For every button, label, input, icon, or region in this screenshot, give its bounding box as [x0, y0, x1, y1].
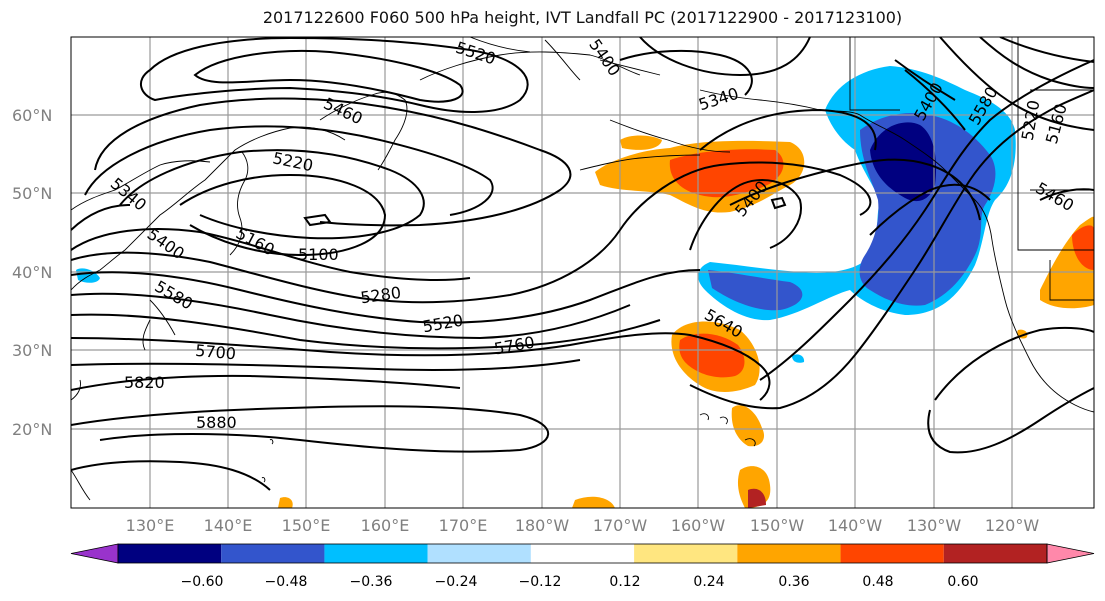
lon-tick-label: 130°W — [907, 516, 962, 535]
colorbar-segment — [634, 544, 738, 563]
lat-tick-label: 20°N — [12, 420, 52, 439]
colorbar-segment — [737, 544, 841, 563]
colorbar — [70, 543, 1095, 564]
contour-label: 5700 — [194, 341, 236, 363]
lon-tick-label: 170°W — [593, 516, 648, 535]
ivt-negative-shading — [76, 66, 1016, 363]
lon-tick-label: 130°E — [126, 516, 175, 535]
lat-tick-label: 60°N — [12, 106, 52, 125]
contour-label: 5820 — [124, 373, 165, 392]
ivt-positive-shading — [278, 135, 1094, 508]
contour-label: 5100 — [298, 245, 339, 264]
map-title: 2017122600 F060 500 hPa height, IVT Land… — [262, 8, 903, 27]
lon-tick-label: 170°E — [439, 516, 488, 535]
colorbar-segment — [427, 544, 531, 563]
lon-tick-label: 120°W — [985, 516, 1040, 535]
colorbar-extend-high — [1046, 543, 1095, 564]
lon-tick-label: 160°E — [361, 516, 410, 535]
lon-tick-label: 150°W — [750, 516, 805, 535]
coastlines — [71, 37, 1094, 501]
contour-label: 5880 — [196, 413, 237, 432]
colorbar-tick-label: −0.36 — [350, 574, 393, 590]
lon-tick-label: 160°W — [671, 516, 726, 535]
colorbar-tick-label: 0.36 — [778, 574, 809, 590]
colorbar-tick-label: −0.24 — [435, 574, 478, 590]
colorbar-tick-label: 0.60 — [947, 574, 978, 590]
height-contours — [71, 37, 1094, 491]
colorbar-tick-label: 0.24 — [693, 574, 724, 590]
lat-tick-label: 50°N — [12, 184, 52, 203]
lon-tick-label: 140°E — [204, 516, 253, 535]
colorbar-tick-label: −0.60 — [181, 574, 224, 590]
colorbar-segment — [221, 544, 325, 563]
colorbar-segment — [324, 544, 428, 563]
lat-tick-label: 30°N — [12, 341, 52, 360]
lon-tick-label: 150°E — [282, 516, 331, 535]
colorbar-tick-label: 0.12 — [609, 574, 640, 590]
colorbar-tick-label: −0.48 — [265, 574, 308, 590]
colorbar-tick-label: 0.48 — [862, 574, 893, 590]
lon-tick-label: 140°W — [828, 516, 883, 535]
colorbar-outline — [117, 543, 1048, 564]
colorbar-ticks: −0.60 −0.48 −0.36 −0.24 −0.12 0.12 0.24 … — [181, 574, 979, 590]
colorbar-segment — [840, 544, 944, 563]
latitude-axis: 60°N 50°N 40°N 30°N 20°N — [12, 106, 52, 439]
lat-tick-label: 40°N — [12, 263, 52, 282]
colorbar-segment — [118, 544, 222, 563]
longitude-axis: 130°E 140°E 150°E 160°E 170°E 180°W 170°… — [126, 516, 1040, 535]
colorbar-segment — [530, 544, 635, 563]
colorbar-segment — [943, 544, 1047, 563]
colorbar-tick-label: −0.12 — [519, 574, 562, 590]
map-frame — [70, 36, 1095, 509]
lon-tick-label: 180°W — [515, 516, 570, 535]
colorbar-extend-low — [70, 543, 119, 564]
